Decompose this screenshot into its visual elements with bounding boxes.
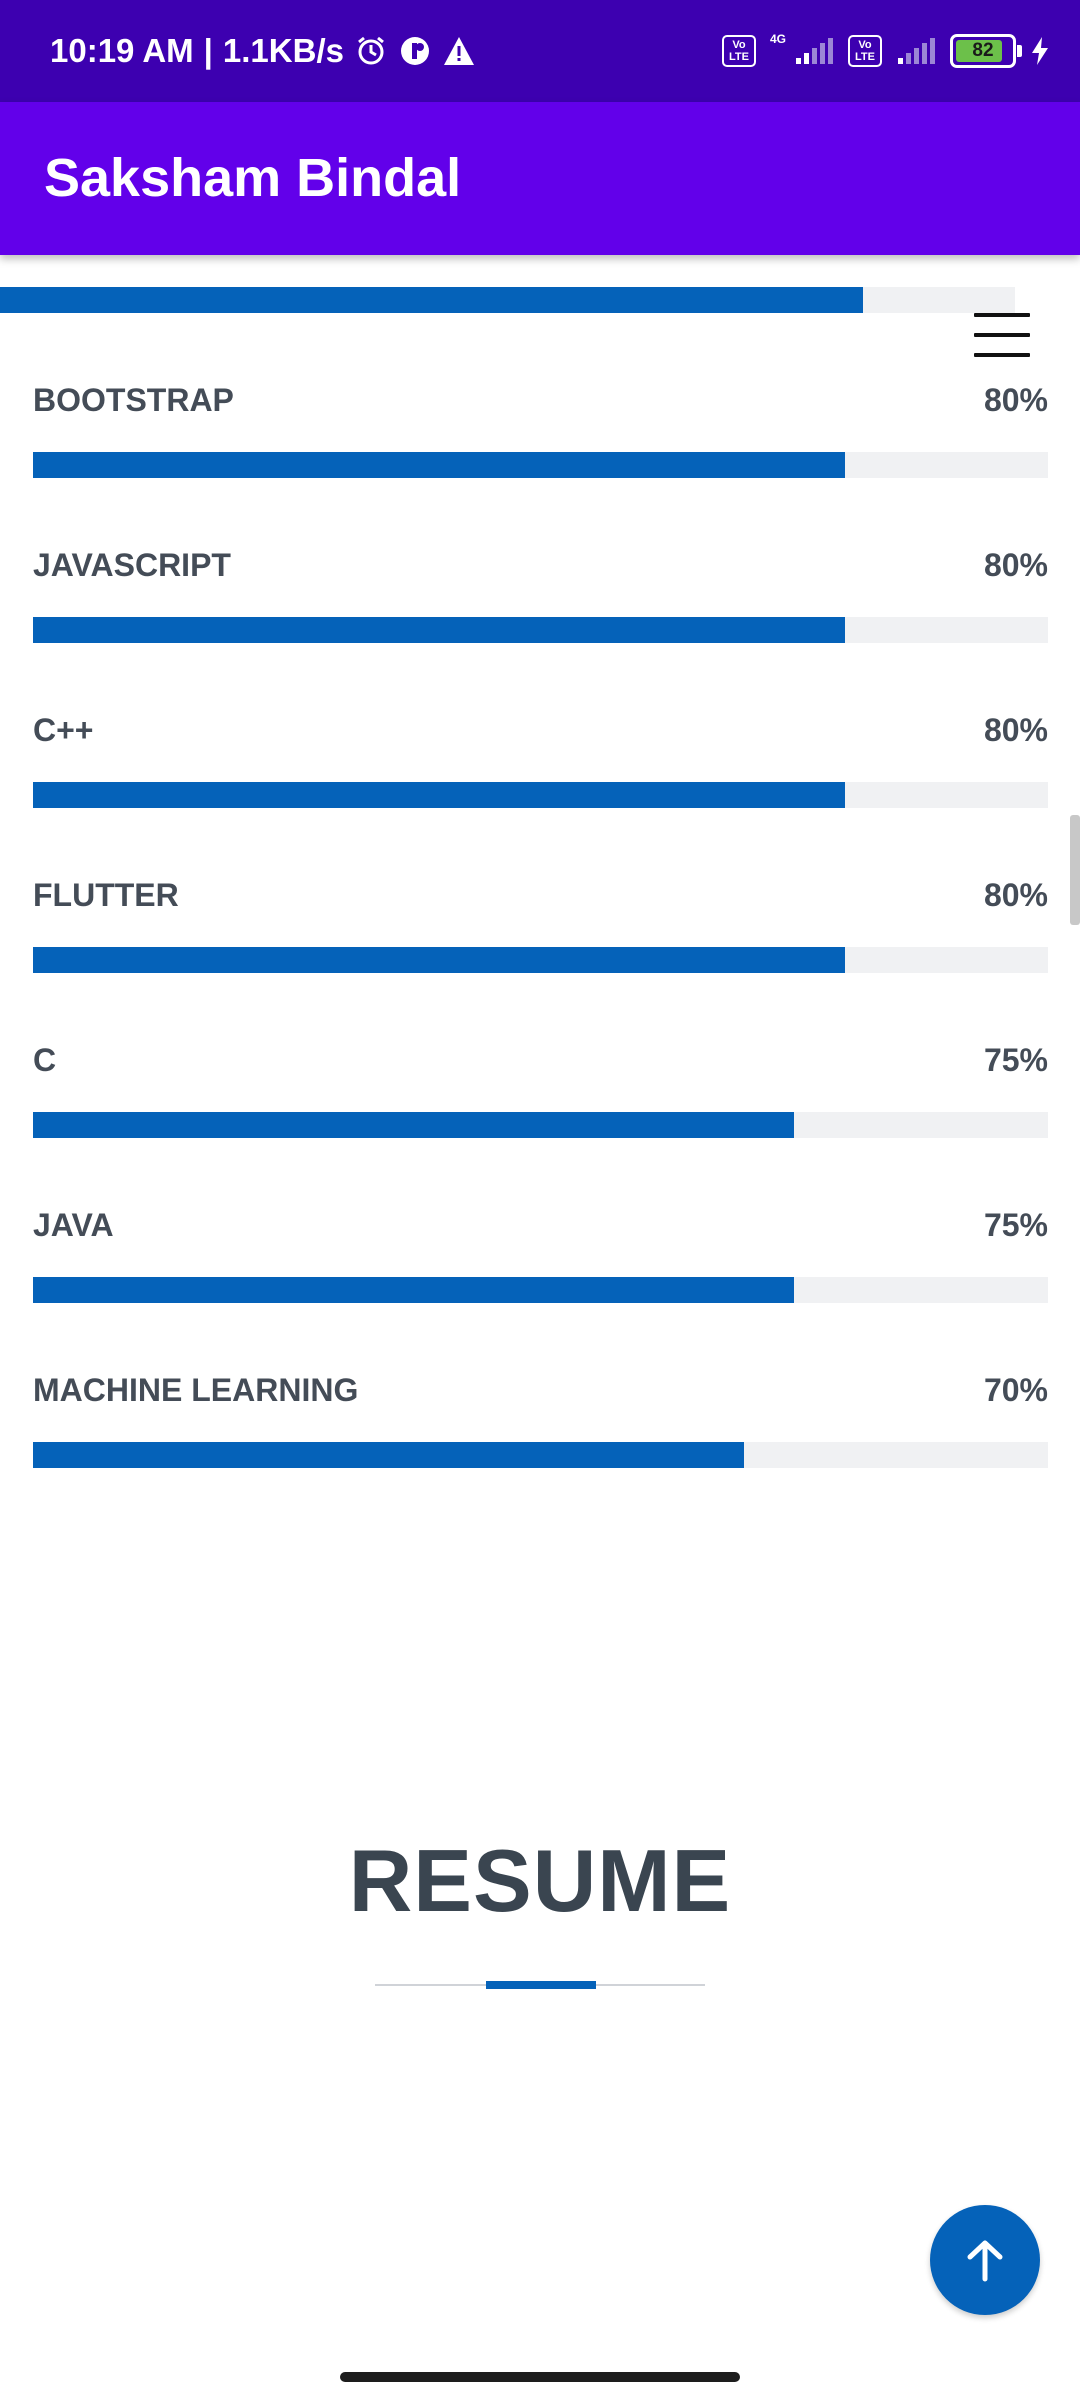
status-left: 10:19 AM | 1.1KB/s (50, 0, 476, 102)
alarm-icon (354, 34, 388, 68)
skill-progress-fill (33, 947, 845, 973)
skill-row: FLUTTER 80% (33, 875, 1048, 975)
menu-line (974, 313, 1030, 317)
skill-label: C++ (33, 711, 94, 748)
volte-icon: Vo LTE (721, 35, 756, 67)
skill-progress-track (33, 452, 1048, 478)
back-to-top-button[interactable] (930, 2205, 1040, 2315)
vpn-icon (398, 34, 432, 68)
volte-label-bottom: LTE (855, 51, 875, 63)
skill-label: JAVA (33, 1206, 114, 1243)
battery-fill (956, 40, 1002, 62)
volte-label-bottom: LTE (729, 51, 749, 63)
skill-label: C (33, 1041, 57, 1078)
skill-header: JAVASCRIPT 80% (33, 545, 1048, 585)
skill-progress-track (33, 782, 1048, 808)
battery-level: 82 (972, 40, 994, 61)
home-indicator[interactable] (340, 2372, 740, 2382)
menu-line (974, 333, 1030, 337)
skill-percent: 80% (983, 711, 1048, 748)
skills-content: BOOTSTRAP 80% JAVASCRIPT 80% C++ 80% FLUTTER 80… (0, 255, 1080, 2400)
skill-label: FLUTTER (33, 876, 179, 913)
skill-progress-fill (33, 782, 845, 808)
scrollbar[interactable] (1070, 815, 1080, 925)
title-divider-accent (486, 1981, 596, 1989)
skill-header: MACHINE LEARNING 70% (33, 1370, 1048, 1410)
skill-progress-fill (33, 1442, 744, 1468)
skill-progress-fill (0, 287, 863, 313)
skill-percent: 80% (983, 876, 1048, 913)
skill-percent: 75% (983, 1206, 1048, 1243)
hamburger-menu-icon[interactable] (974, 313, 1030, 357)
network-type: 4G (769, 32, 786, 46)
resume-section-title: RESUME (348, 1831, 732, 1930)
skill-label: MACHINE LEARNING (33, 1371, 359, 1408)
skill-progress-track (0, 287, 1015, 313)
skill-progress-track (33, 947, 1048, 973)
skill-header: C 75% (33, 1040, 1048, 1080)
skill-percent: 75% (983, 1041, 1048, 1078)
skill-percent: 70% (983, 1371, 1048, 1408)
volte-icon-2: Vo LTE (848, 35, 882, 67)
skill-percent: 80% (983, 546, 1048, 583)
skill-progress-fill (33, 1277, 795, 1303)
signal-icon-2 (896, 36, 936, 66)
skill-progress-track (33, 1277, 1048, 1303)
skill-row: MACHINE LEARNING 70% (33, 1370, 1048, 1470)
skill-row: C++ 80% (33, 710, 1048, 810)
skill-progress-track (33, 617, 1048, 643)
skill-progress-track (33, 1442, 1048, 1468)
skill-row: JAVA 75% (33, 1205, 1048, 1305)
skill-header: BOOTSTRAP 80% (33, 380, 1048, 420)
skill-row: BOOTSTRAP 80% (33, 380, 1048, 480)
skill-header: JAVA 75% (33, 1205, 1048, 1245)
signal-icon (794, 36, 834, 66)
skill-progress-fill (33, 617, 845, 643)
arrow-up-icon (967, 2240, 1003, 2282)
skill-row: JAVASCRIPT 80% (33, 545, 1048, 645)
skill-percent: 80% (983, 381, 1048, 418)
skill-header: C++ 80% (33, 710, 1048, 750)
status-time: 10:19 AM (50, 32, 194, 69)
app-title: Saksham Bindal (44, 148, 462, 208)
volte-label-top: Vo (732, 39, 746, 51)
warning-icon (442, 35, 476, 67)
battery-icon: 82 (950, 34, 1022, 68)
menu-line (974, 353, 1030, 357)
skill-progress-track (33, 1112, 1048, 1138)
skill-header: FLUTTER 80% (33, 875, 1048, 915)
app-bar: Saksham Bindal (0, 102, 1080, 255)
skill-progress-fill (33, 452, 845, 478)
status-separator: | (203, 32, 213, 69)
status-speed: 1.1KB/s (222, 32, 344, 69)
skill-label: BOOTSTRAP (33, 381, 234, 418)
battery-tip (1017, 45, 1022, 57)
volte-label-top: Vo (858, 39, 872, 51)
skill-row: C 75% (33, 1040, 1048, 1140)
status-right: Vo LTE 4G Vo LTE 82 (721, 0, 1050, 102)
skill-progress-fill (33, 1112, 795, 1138)
charging-icon (1030, 36, 1050, 66)
status-bar: 10:19 AM | 1.1KB/s Vo LTE 4G Vo LTE (0, 0, 1080, 102)
skill-label: JAVASCRIPT (33, 546, 231, 583)
